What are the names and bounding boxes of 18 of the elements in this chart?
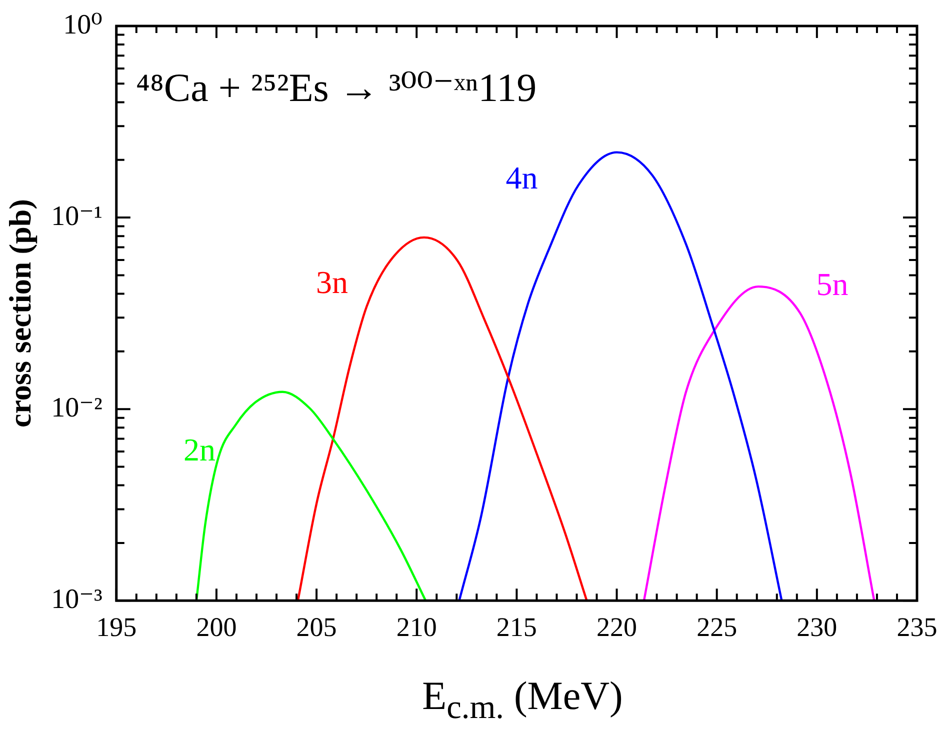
x-tick-label: 210 <box>396 612 437 642</box>
x-tick-label: 215 <box>496 612 537 642</box>
y-axis-title: cross section (pb) <box>2 199 38 428</box>
series-label: 3n <box>316 264 348 300</box>
x-axis-title: E$_{c.m.}$ (MeV) <box>421 672 624 727</box>
x-tick-label: 230 <box>796 612 838 642</box>
x-tick-label: 225 <box>696 612 738 642</box>
series-label: 4n <box>506 160 538 196</box>
y-tick-label: 10⁰ <box>63 9 102 40</box>
series-label: 2n <box>184 431 216 468</box>
y-tick-label: 10⁻² <box>51 392 102 424</box>
x-tick-label: 235 <box>896 612 938 642</box>
x-tick-label: 200 <box>196 612 237 642</box>
annotation: ⁴⁸Ca + ²⁵²Es → ³⁰⁰⁻ˣⁿ119 <box>136 64 537 111</box>
x-tick-label: 205 <box>296 612 337 642</box>
series-label: 5n <box>816 266 848 302</box>
x-tick-label: 220 <box>596 612 638 642</box>
y-tick-label: 10⁻¹ <box>51 200 102 232</box>
